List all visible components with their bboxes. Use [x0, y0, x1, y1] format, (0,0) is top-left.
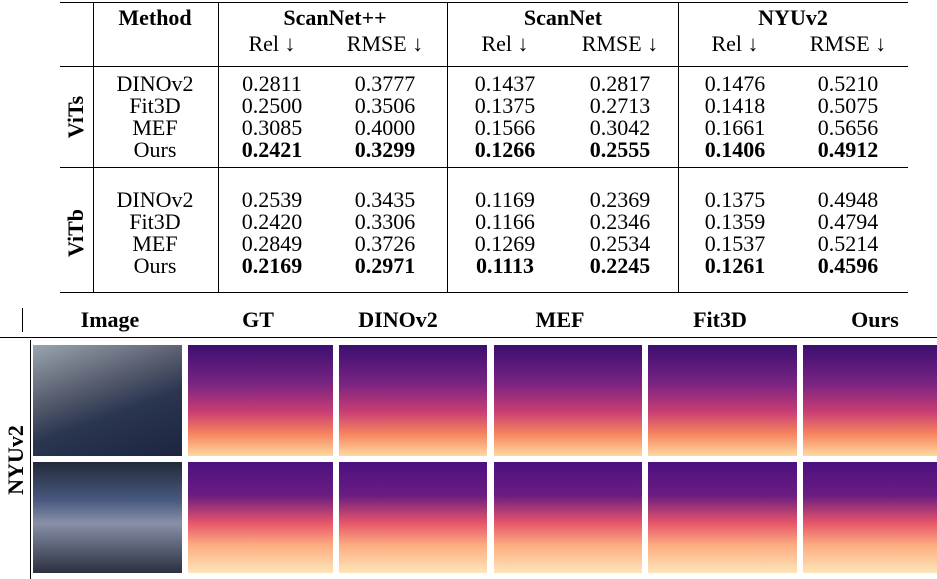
- metric-value: 0.1359: [704, 209, 766, 234]
- metric-value: 0.4794: [817, 209, 879, 234]
- metric-value: 0.3042: [589, 115, 651, 140]
- metric-value: 0.2500: [241, 93, 303, 118]
- figure-column-header: Image: [80, 307, 140, 332]
- metric-value: 0.2555: [589, 137, 651, 162]
- metric-value: 0.5656: [817, 115, 879, 140]
- depth-map: [494, 462, 642, 573]
- column-divider: [678, 2, 679, 292]
- method-name: Ours: [133, 253, 177, 278]
- depth-map: [494, 345, 642, 456]
- metric-value: 0.2849: [241, 231, 303, 256]
- metric-value: 0.2169: [241, 253, 303, 278]
- metric-value: 0.3506: [354, 93, 416, 118]
- metric-value: 0.1266: [474, 137, 536, 162]
- metric-value: 0.3299: [354, 137, 416, 162]
- input-photo: [33, 345, 182, 456]
- figure-column-header: GT: [242, 307, 274, 332]
- metric-value: 0.1406: [704, 137, 766, 162]
- depth-map: [803, 345, 937, 456]
- metric-value: 0.1169: [475, 187, 535, 212]
- figure-column-header: MEF: [535, 307, 585, 332]
- metric-header: RMSE ↓: [581, 31, 659, 56]
- metric-value: 0.2245: [589, 253, 651, 278]
- table-rule: [60, 167, 908, 168]
- metric-header: RMSE ↓: [809, 31, 887, 56]
- figure-column-header: DINOv2: [358, 307, 438, 332]
- metric-value: 0.1375: [704, 187, 766, 212]
- depth-map: [803, 462, 937, 573]
- metric-value: 0.2713: [589, 93, 651, 118]
- dataset-header: ScanNet: [523, 5, 603, 30]
- metric-value: 0.1166: [475, 209, 535, 234]
- table-rule: [60, 66, 908, 67]
- method-name: Ours: [133, 137, 177, 162]
- group-label: ViTb: [63, 208, 88, 258]
- method-name: Fit3D: [129, 93, 181, 118]
- depth-map: [188, 345, 333, 456]
- metric-value: 0.2817: [589, 71, 651, 96]
- dataset-header: ScanNet++: [283, 5, 387, 30]
- metric-value: 0.3306: [354, 209, 416, 234]
- method-name: DINOv2: [116, 71, 194, 96]
- figure-row-label: NYUv2: [3, 425, 28, 495]
- column-divider: [218, 2, 219, 292]
- metric-value: 0.4596: [817, 253, 879, 278]
- metric-value: 0.2539: [241, 187, 303, 212]
- metric-value: 0.1113: [475, 253, 535, 278]
- metric-header: Rel ↓: [248, 31, 296, 56]
- column-divider: [447, 2, 448, 292]
- metric-value: 0.1437: [474, 71, 536, 96]
- dataset-header: NYUv2: [758, 5, 828, 30]
- method-name: Fit3D: [129, 209, 181, 234]
- metric-header: Rel ↓: [481, 31, 529, 56]
- metric-value: 0.2420: [241, 209, 303, 234]
- depth-map: [648, 462, 797, 573]
- metric-value: 0.1375: [474, 93, 536, 118]
- metric-value: 0.1269: [474, 231, 536, 256]
- method-name: MEF: [132, 115, 178, 140]
- column-divider: [93, 2, 94, 292]
- metric-value: 0.1537: [704, 231, 766, 256]
- metric-value: 0.3435: [354, 187, 416, 212]
- metric-value: 0.3726: [354, 231, 416, 256]
- metric-header: RMSE ↓: [346, 31, 424, 56]
- metric-value: 0.3085: [241, 115, 303, 140]
- depth-map: [339, 462, 487, 573]
- metric-value: 0.2421: [241, 137, 303, 162]
- table-rule: [60, 292, 908, 293]
- metric-value: 0.2971: [354, 253, 416, 278]
- metric-value: 0.3777: [354, 71, 416, 96]
- metric-header: Rel ↓: [711, 31, 759, 56]
- figure-bar: [22, 308, 23, 332]
- metric-value: 0.2346: [589, 209, 651, 234]
- depth-map: [648, 345, 797, 456]
- metric-value: 0.2811: [242, 71, 302, 96]
- figure-left-line: [30, 340, 31, 579]
- figure-column-header: Fit3D: [693, 307, 747, 332]
- depth-map: [339, 345, 487, 456]
- metric-value: 0.1418: [704, 93, 766, 118]
- depth-map: [188, 462, 333, 573]
- input-photo: [33, 462, 182, 573]
- metric-value: 0.5210: [817, 71, 879, 96]
- metric-value: 0.1661: [704, 115, 766, 140]
- metric-value: 0.1566: [474, 115, 536, 140]
- table-rule: [60, 2, 908, 3]
- metric-value: 0.1261: [704, 253, 766, 278]
- figure-rule: [0, 337, 937, 338]
- method-header: Method: [118, 5, 192, 30]
- metric-value: 0.5214: [817, 231, 879, 256]
- metric-value: 0.2534: [589, 231, 651, 256]
- group-label: ViTs: [63, 95, 88, 139]
- metric-value: 0.1476: [704, 71, 766, 96]
- metric-value: 0.4000: [354, 115, 416, 140]
- metric-value: 0.4948: [817, 187, 879, 212]
- figure-column-header: Ours: [851, 307, 899, 332]
- metric-value: 0.2369: [589, 187, 651, 212]
- method-name: DINOv2: [116, 187, 194, 212]
- metric-value: 0.4912: [817, 137, 879, 162]
- metric-value: 0.5075: [817, 93, 879, 118]
- method-name: MEF: [132, 231, 178, 256]
